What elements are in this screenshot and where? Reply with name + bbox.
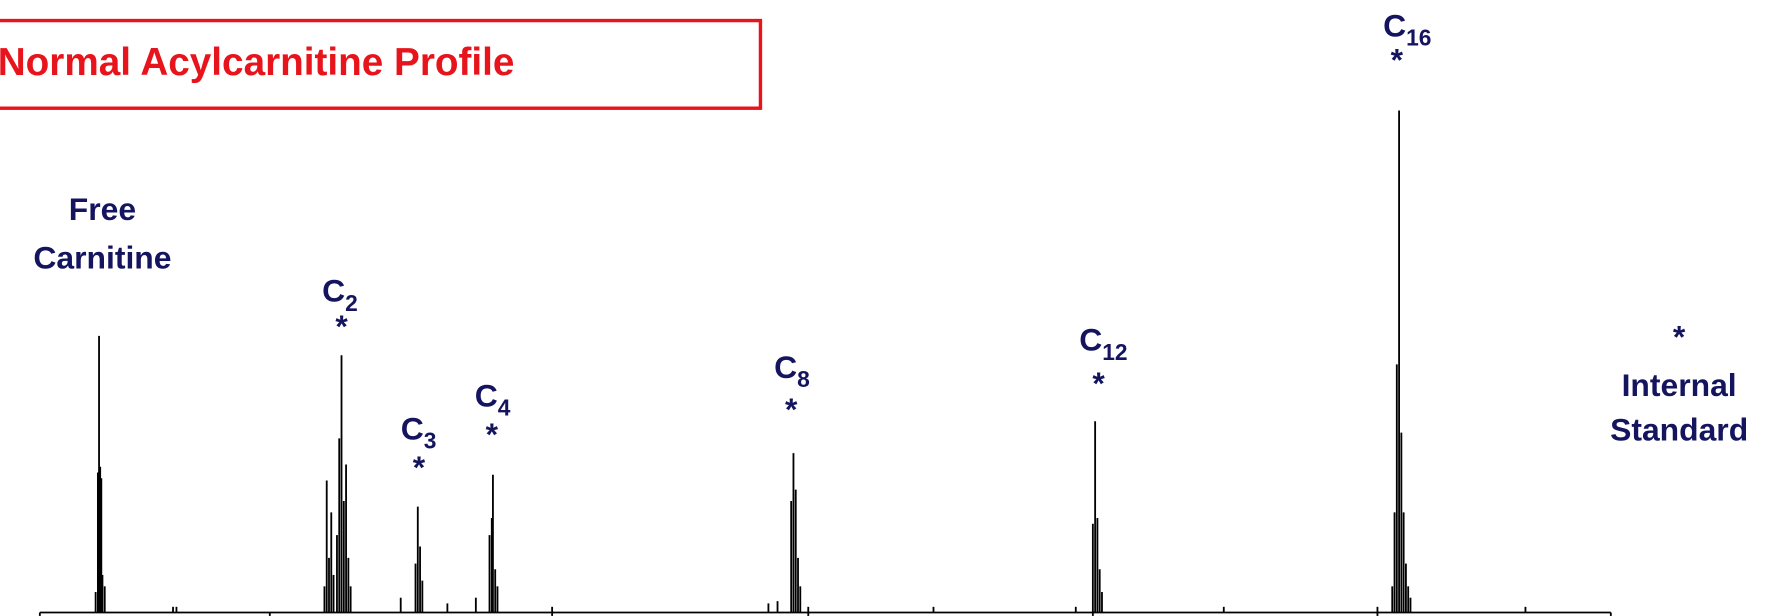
- peak-label: C3: [401, 410, 437, 453]
- peak-label: C12: [1079, 322, 1127, 365]
- label-sub: 3: [424, 428, 437, 454]
- title-box: [0, 18, 763, 110]
- label-sub: 4: [498, 395, 511, 421]
- peak-marker: *: [1092, 365, 1105, 401]
- peak-marker: *: [1391, 42, 1404, 78]
- label-base: C: [401, 410, 424, 446]
- label-base: C: [1079, 322, 1102, 358]
- peak-label: Free: [69, 191, 136, 227]
- legend-marker: *: [1673, 318, 1686, 354]
- label-base: C: [774, 349, 797, 385]
- label-sub: 2: [345, 290, 358, 316]
- label-base: C: [322, 273, 345, 309]
- label-sub: 8: [797, 366, 810, 392]
- legend-text: Internal: [1622, 367, 1737, 403]
- label-base: C: [475, 377, 498, 413]
- spectrum: [38, 110, 1612, 616]
- peak-label: C2: [322, 273, 358, 316]
- peak-label: Carnitine: [33, 240, 171, 276]
- peak-label: C4: [475, 377, 511, 420]
- title: Normal Acylcarnitine Profile: [0, 41, 514, 84]
- label-sub: 16: [1406, 25, 1431, 51]
- peak-label: C8: [774, 349, 810, 392]
- peak-marker: *: [486, 416, 499, 452]
- label-sub: 12: [1102, 339, 1127, 365]
- peak-marker: *: [785, 391, 798, 427]
- label-base: C: [1383, 7, 1406, 43]
- peak-marker: *: [413, 449, 426, 485]
- legend-text: Standard: [1610, 412, 1748, 448]
- peak-marker: *: [335, 308, 348, 344]
- peak-label: C16: [1383, 7, 1431, 50]
